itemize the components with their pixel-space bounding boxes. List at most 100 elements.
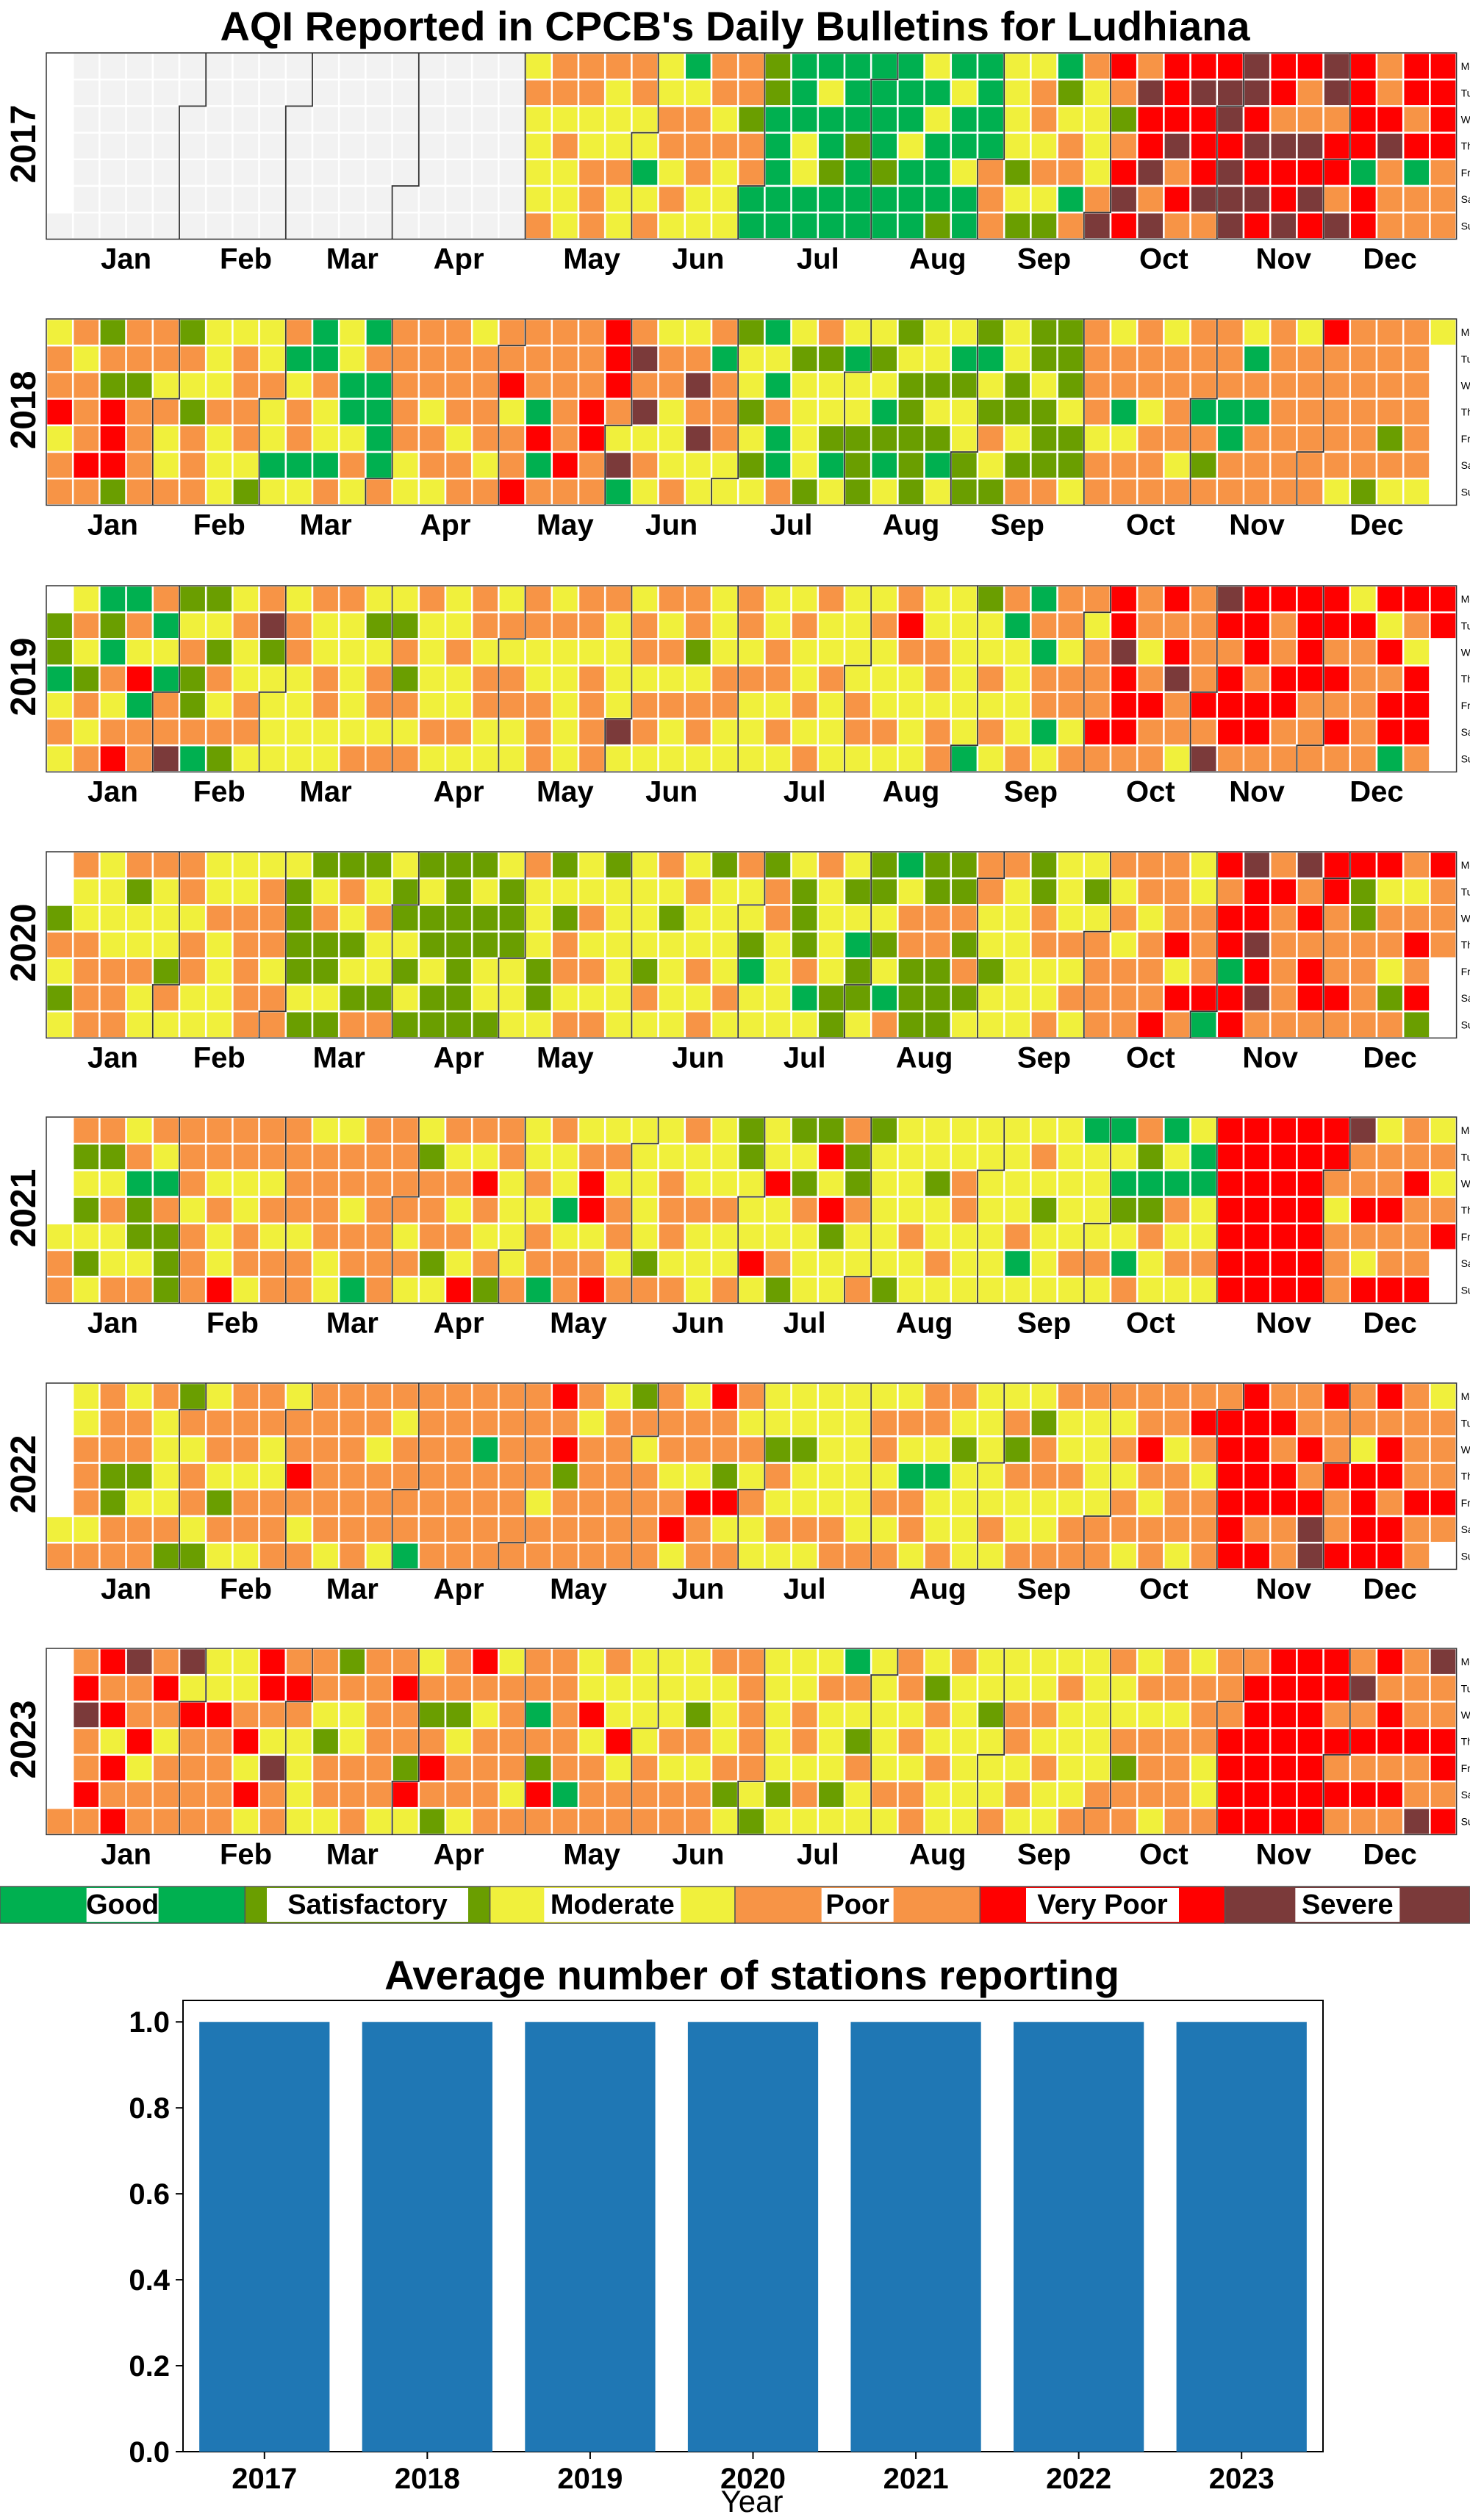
day-cell xyxy=(98,664,127,694)
day-cell xyxy=(736,211,766,240)
day-cell xyxy=(391,398,420,427)
day-cell xyxy=(1163,930,1191,960)
day-cell xyxy=(391,1541,420,1570)
day-cell xyxy=(284,1116,314,1145)
day-cell xyxy=(764,1249,792,1278)
day-cell xyxy=(1242,1541,1272,1570)
day-cell xyxy=(1083,983,1112,1013)
day-cell xyxy=(577,1116,606,1145)
day-cell xyxy=(897,664,925,694)
day-cell xyxy=(1056,1647,1086,1676)
day-cell xyxy=(178,1169,207,1198)
day-cell xyxy=(736,78,766,107)
day-cell xyxy=(790,1435,820,1464)
day-cell xyxy=(444,1169,473,1198)
day-cell xyxy=(631,1541,659,1570)
day-cell xyxy=(976,957,1005,986)
day-cell xyxy=(976,371,1005,400)
day-cell xyxy=(284,1462,314,1491)
day-cell xyxy=(976,1647,1005,1676)
day-cell xyxy=(1163,584,1191,614)
day-cell xyxy=(284,1727,314,1756)
day-cell xyxy=(631,317,659,347)
day-cell xyxy=(1402,957,1431,986)
day-cell xyxy=(1030,1435,1058,1464)
day-cell xyxy=(1322,1515,1352,1544)
day-cell xyxy=(1402,638,1431,667)
month-label: Feb xyxy=(207,1307,259,1339)
day-cell xyxy=(631,638,659,667)
day-cell xyxy=(498,1249,526,1278)
month-label: Jul xyxy=(784,775,826,808)
day-cell xyxy=(232,105,260,134)
day-cell xyxy=(365,211,393,240)
day-cell xyxy=(1189,158,1219,187)
day-cell xyxy=(631,957,659,986)
day-cell xyxy=(417,850,447,880)
day-cell xyxy=(1242,1647,1272,1676)
day-cell xyxy=(337,584,367,614)
day-cell xyxy=(1269,1515,1298,1544)
day-cell xyxy=(1030,957,1058,986)
weekday-label: Tue xyxy=(1461,87,1470,98)
day-cell xyxy=(232,611,260,640)
day-cell xyxy=(1163,78,1191,107)
day-cell xyxy=(1136,211,1165,240)
day-cell xyxy=(151,1727,181,1756)
day-cell xyxy=(258,211,287,240)
day-cell xyxy=(577,1647,606,1676)
day-cell xyxy=(710,1701,739,1729)
day-cell xyxy=(1163,638,1191,667)
day-cell xyxy=(1109,398,1139,427)
day-cell xyxy=(1030,477,1058,506)
day-cell xyxy=(417,744,447,773)
day-cell xyxy=(417,424,447,453)
month-separator xyxy=(498,586,526,772)
day-cell xyxy=(71,1382,101,1411)
day-cell xyxy=(1242,744,1272,773)
day-cell xyxy=(603,1673,633,1703)
day-cell xyxy=(710,158,739,187)
day-cell xyxy=(498,1142,526,1171)
day-cell xyxy=(284,211,314,240)
day-cell xyxy=(870,450,899,480)
day-cell xyxy=(1030,1408,1058,1437)
day-cell xyxy=(1216,930,1245,960)
day-cell xyxy=(178,1382,207,1411)
day-cell xyxy=(1083,424,1112,453)
day-cell xyxy=(284,584,314,614)
day-cell xyxy=(178,691,207,720)
day-cell xyxy=(1375,1275,1405,1304)
day-cell xyxy=(950,930,979,960)
day-cell xyxy=(498,611,526,640)
day-cell xyxy=(258,664,287,694)
day-cell xyxy=(790,1673,820,1703)
day-cell xyxy=(923,584,953,614)
day-cell xyxy=(976,158,1005,187)
day-cell xyxy=(1056,1435,1086,1464)
day-cell xyxy=(337,317,367,347)
day-cell xyxy=(817,611,846,640)
x-tick-label: 2020 xyxy=(720,2463,786,2495)
day-cell xyxy=(603,904,633,933)
weekday-label: Wed xyxy=(1461,380,1470,392)
day-cell xyxy=(151,1249,181,1278)
day-cell xyxy=(843,638,872,667)
day-cell xyxy=(1056,1806,1086,1836)
day-cell xyxy=(71,983,101,1013)
day-cell xyxy=(1402,1806,1431,1836)
month-separator xyxy=(1189,586,1218,772)
day-cell xyxy=(365,1435,393,1464)
day-cell xyxy=(444,1806,473,1836)
day-cell xyxy=(98,744,127,773)
day-cell xyxy=(391,1701,420,1729)
day-cell xyxy=(1242,424,1272,453)
day-cell xyxy=(1189,1169,1219,1198)
day-cell xyxy=(817,983,846,1013)
day-cell xyxy=(204,1169,234,1198)
day-cell xyxy=(470,317,500,347)
day-cell xyxy=(976,1169,1005,1198)
day-cell xyxy=(1136,744,1165,773)
day-cell xyxy=(603,1488,633,1518)
